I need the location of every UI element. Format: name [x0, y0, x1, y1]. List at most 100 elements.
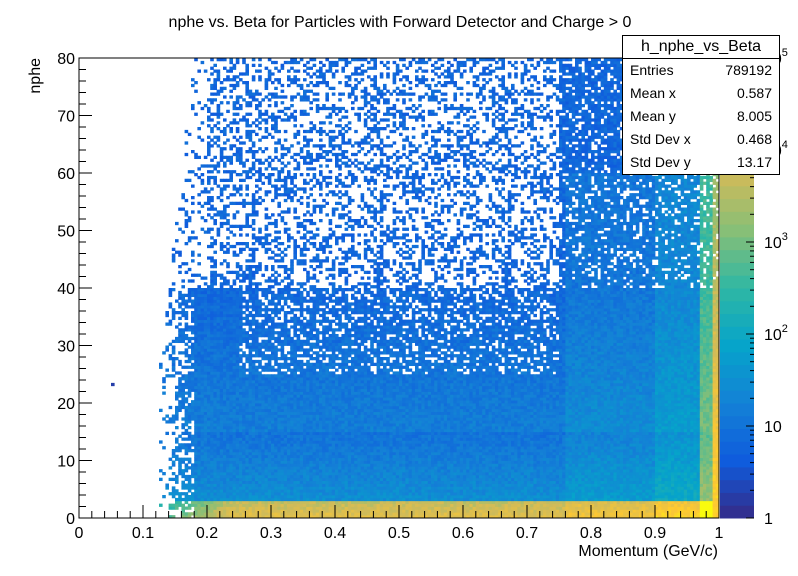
heatmap-cell [235, 270, 240, 275]
heatmap-cell [207, 454, 211, 459]
heatmap-cell [277, 193, 281, 197]
heatmap-cell [287, 305, 291, 309]
heatmap-cell [267, 446, 272, 450]
heatmap-cell [229, 497, 233, 502]
heatmap-cell [280, 515, 285, 519]
heatmap-cell [293, 374, 297, 378]
heatmap-cell [277, 265, 281, 269]
heatmap-cell [239, 161, 243, 165]
heatmap-cell [293, 500, 297, 505]
heatmap-cell [258, 446, 262, 450]
heatmap-cell [267, 466, 272, 470]
heatmap-cell [235, 155, 240, 160]
heatmap-cell [251, 497, 256, 502]
heatmap-cell [200, 362, 205, 367]
heatmap-cell [315, 408, 320, 413]
heatmap-cell [267, 285, 272, 289]
heatmap-cell [309, 265, 313, 269]
heatmap-cell [226, 219, 230, 223]
heatmap-cell [210, 279, 214, 283]
heatmap-cell [207, 397, 211, 401]
heatmap-cell [207, 319, 211, 323]
heatmap-cell [232, 397, 237, 401]
heatmap-cell [197, 405, 201, 410]
heatmap-cell [194, 331, 198, 335]
heatmap-cell [306, 204, 310, 208]
heatmap-cell [283, 446, 288, 450]
heatmap-cell [235, 328, 240, 332]
heatmap-cell [315, 288, 320, 292]
heatmap-cell [248, 288, 253, 292]
heatmap-cell [309, 440, 313, 444]
heatmap-cell [325, 368, 329, 372]
heatmap-cell [255, 184, 259, 188]
heatmap-cell [290, 440, 294, 444]
heatmap-cell [248, 351, 253, 355]
heatmap-cell [159, 469, 163, 473]
heatmap-cell [197, 431, 201, 436]
heatmap-cell [258, 437, 262, 441]
heatmap-cell [315, 446, 320, 450]
heatmap-cell [235, 276, 240, 280]
heatmap-cell [274, 486, 278, 490]
heatmap-cell [239, 426, 243, 430]
heatmap-cell [207, 207, 211, 211]
heatmap-cell [181, 391, 185, 395]
heatmap-cell [239, 339, 243, 344]
heatmap-cell [274, 357, 278, 361]
heatmap-cell [223, 457, 227, 461]
heatmap-cell [296, 443, 301, 447]
heatmap-cell [267, 58, 272, 62]
heatmap-cell [309, 75, 313, 79]
heatmap-cell [315, 331, 320, 335]
heatmap-cell [312, 276, 317, 280]
heatmap-cell [261, 325, 265, 329]
heatmap-cell [290, 474, 294, 479]
heatmap-cell [283, 503, 288, 507]
heatmap-cell [328, 437, 333, 441]
heatmap-cell [194, 428, 198, 433]
heatmap-cell [239, 411, 243, 415]
heatmap-cell [235, 316, 240, 321]
heatmap-cell [258, 138, 262, 142]
heatmap-cell [210, 144, 214, 148]
heatmap-cell [325, 420, 329, 424]
heatmap-cell [255, 334, 259, 338]
heatmap-cell [219, 492, 224, 496]
heatmap-cell [216, 296, 221, 300]
heatmap-cell [315, 104, 320, 108]
heatmap-cell [229, 426, 233, 430]
heatmap-cell [274, 492, 278, 496]
heatmap-cell [312, 256, 317, 260]
heatmap-cell [306, 506, 310, 510]
heatmap-cell [187, 377, 192, 381]
heatmap-cell [277, 247, 281, 252]
heatmap-cell [248, 449, 253, 453]
heatmap-cell [255, 89, 259, 93]
heatmap-cell [248, 175, 253, 180]
heatmap-cell [280, 109, 285, 114]
heatmap-cell [299, 83, 304, 88]
heatmap-cell [309, 506, 313, 510]
heatmap-cell [319, 106, 323, 111]
heatmap-cell [255, 495, 259, 499]
heatmap-cell [267, 497, 272, 502]
heatmap-cell [293, 469, 297, 473]
heatmap-cell [239, 443, 243, 447]
heatmap-cell [328, 219, 333, 223]
heatmap-cell [319, 293, 323, 298]
heatmap-cell [235, 129, 240, 134]
heatmap-cell [325, 426, 329, 430]
heatmap-cell [248, 365, 253, 369]
heatmap-cell [306, 331, 310, 335]
heatmap-cell [277, 377, 281, 381]
heatmap-cell [191, 385, 195, 390]
heatmap-cell [274, 417, 278, 421]
heatmap-cell [287, 190, 291, 194]
heatmap-cell [251, 173, 256, 177]
heatmap-cell [277, 382, 281, 387]
heatmap-cell [245, 104, 249, 108]
heatmap-cell [261, 408, 265, 413]
heatmap-cell [248, 495, 253, 499]
heatmap-cell [235, 428, 240, 433]
